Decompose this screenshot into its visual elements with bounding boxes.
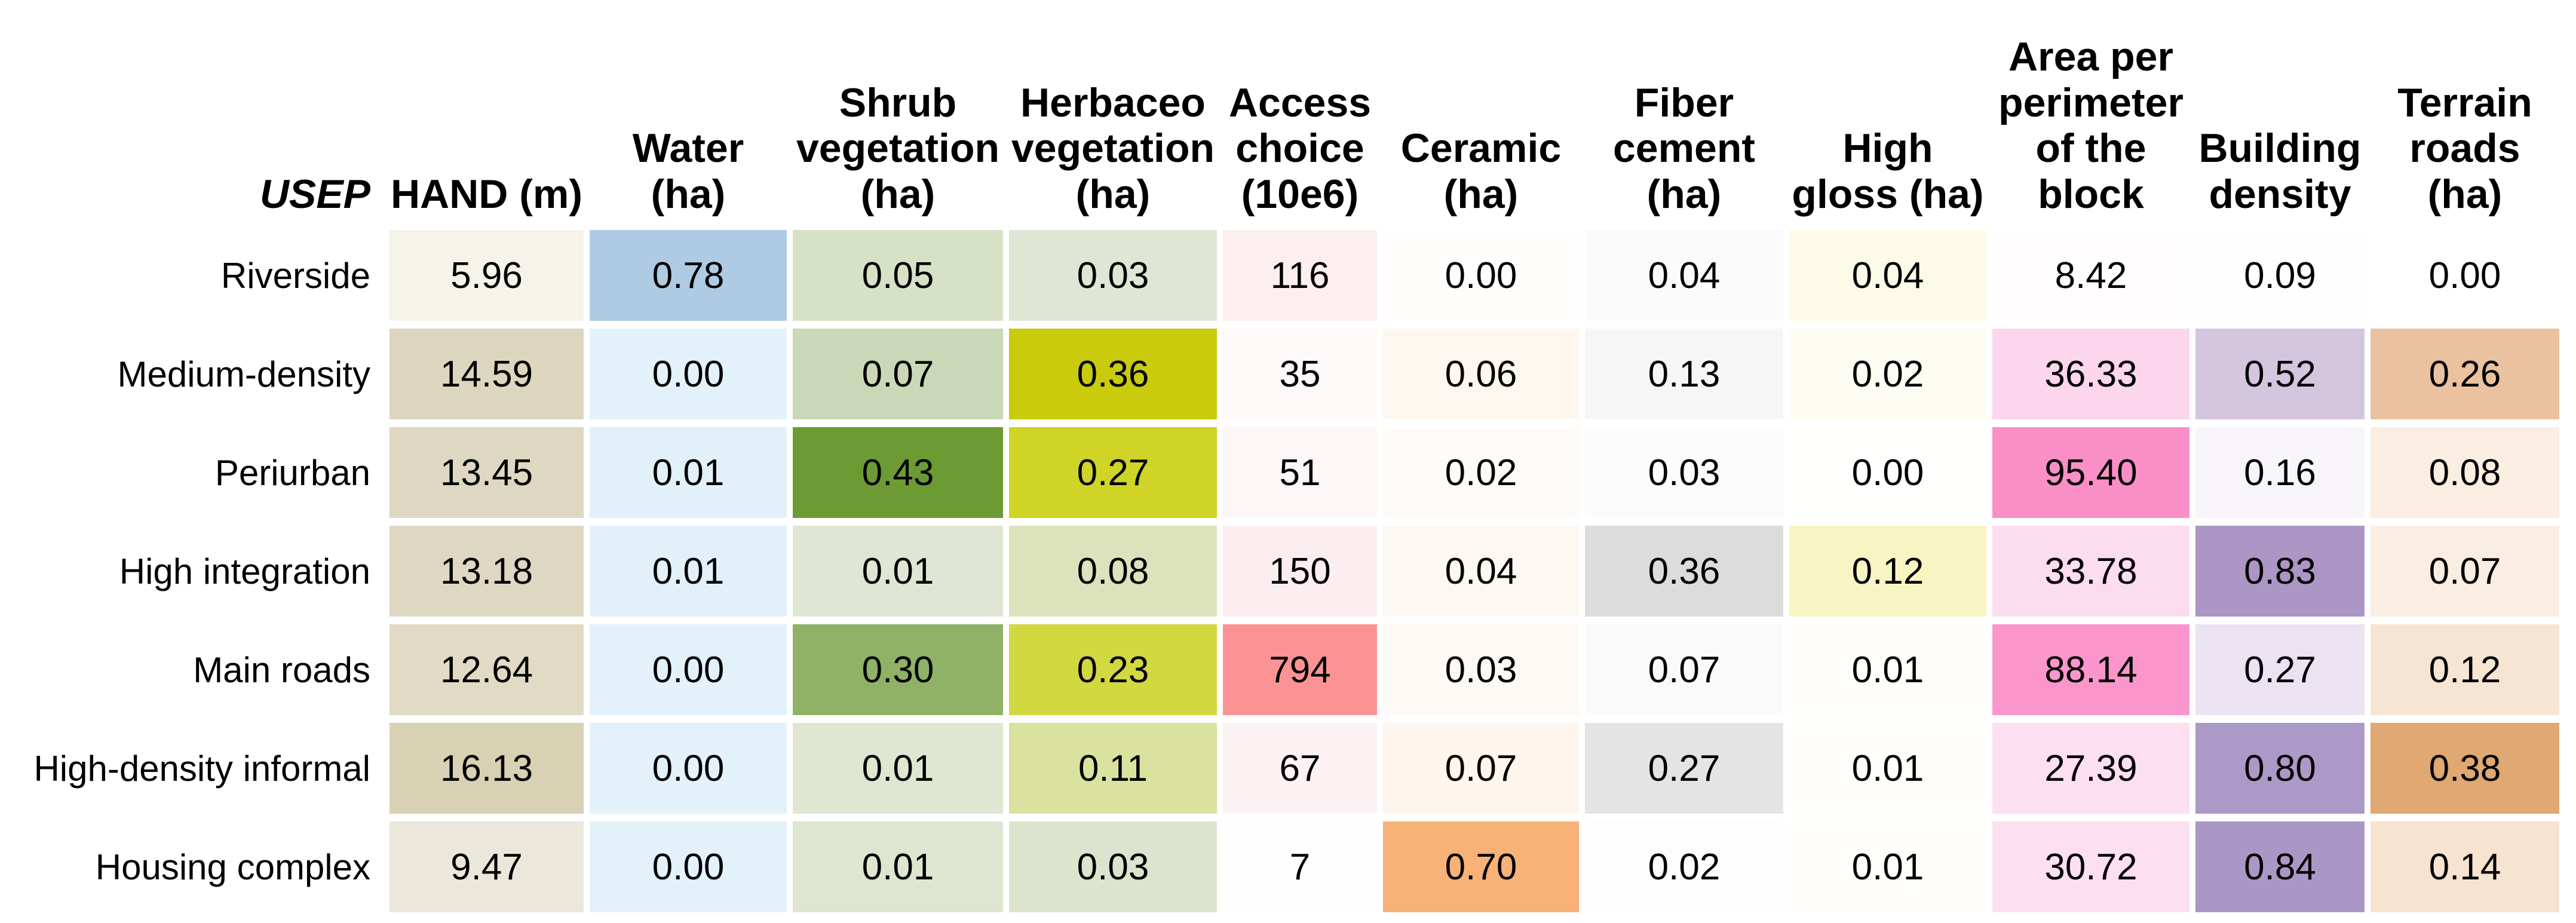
cell-medium-density-fiber-cement: 0.13 [1585,329,1783,419]
column-header-shrub-vegetation: Shrub vegetation (ha) [796,79,1000,217]
cell-riverside-terrain-roads: 0.00 [2370,230,2559,321]
column-header-ceramic: Ceramic (ha) [1400,125,1562,217]
cell-medium-density-shrub-vegetation: 0.07 [793,329,1003,419]
row-label-main-roads: Main roads [193,649,370,690]
cell-medium-density-access-choice: 35 [1223,329,1377,419]
cell-periurban-area-per-perimeter: 95.40 [1992,427,2189,518]
cell-housing-complex-herbaceo-vegetation: 0.03 [1009,821,1217,912]
cell-high-integration-hand: 13.18 [390,526,584,617]
cell-high-density-informal-water: 0.00 [590,723,787,814]
cell-periurban-access-choice: 51 [1223,427,1377,518]
cell-main-roads-water: 0.00 [590,624,787,715]
cell-main-roads-shrub-vegetation: 0.30 [793,624,1003,715]
cell-high-integration-shrub-vegetation: 0.01 [793,526,1003,617]
cell-periurban-terrain-roads: 0.08 [2370,427,2559,518]
column-header-hand: HAND (m) [390,171,583,217]
cell-housing-complex-fiber-cement: 0.02 [1585,821,1783,912]
cell-main-roads-hand: 12.64 [390,624,584,715]
cell-periurban-fiber-cement: 0.03 [1585,427,1783,518]
row-label-high-density-informal: High-density informal [33,748,370,789]
cell-high-density-informal-hand: 16.13 [390,723,584,814]
cell-housing-complex-water: 0.00 [590,821,787,912]
cell-housing-complex-ceramic: 0.70 [1383,821,1579,912]
cell-high-density-informal-area-per-perimeter: 27.39 [1992,723,2189,814]
cell-periurban-hand: 13.45 [390,427,584,518]
cell-high-density-informal-ceramic: 0.07 [1383,723,1579,814]
row-label-riverside: Riverside [220,255,370,296]
cell-periurban-high-gloss: 0.00 [1789,427,1986,518]
cell-housing-complex-high-gloss: 0.01 [1789,821,1986,912]
cell-high-density-informal-high-gloss: 0.01 [1789,723,1986,814]
cell-housing-complex-hand: 9.47 [390,821,584,912]
cell-riverside-high-gloss: 0.04 [1789,230,1986,321]
cell-main-roads-area-per-perimeter: 88.14 [1992,624,2189,715]
column-header-building-density: Building density [2198,125,2362,217]
cell-high-density-informal-fiber-cement: 0.27 [1585,723,1783,814]
cell-main-roads-herbaceo-vegetation: 0.23 [1009,624,1217,715]
cell-high-density-informal-shrub-vegetation: 0.01 [793,723,1003,814]
cell-periurban-water: 0.01 [590,427,787,518]
cell-main-roads-terrain-roads: 0.12 [2370,624,2559,715]
heatmap-table: USEP HAND (m) Water (ha) Shrub vegetation (… [5,2,2576,912]
column-header-herbaceo-vegetation: Herbaceo vegetation (ha) [1011,79,1215,217]
cell-housing-complex-access-choice: 7 [1223,821,1377,912]
cell-high-integration-water: 0.01 [590,526,787,617]
row-label-periurban: Periurban [214,452,370,493]
cell-riverside-water: 0.78 [590,230,787,321]
cell-main-roads-high-gloss: 0.01 [1789,624,1986,715]
cell-medium-density-high-gloss: 0.02 [1789,329,1986,419]
cell-main-roads-ceramic: 0.03 [1383,624,1579,715]
cell-riverside-area-per-perimeter: 8.42 [1992,230,2189,321]
row-label-medium-density: Medium-density [117,354,371,394]
cell-high-density-informal-herbaceo-vegetation: 0.11 [1009,723,1217,814]
cell-high-integration-building-density: 0.83 [2195,526,2365,617]
cell-medium-density-herbaceo-vegetation: 0.36 [1009,329,1217,419]
cell-housing-complex-area-per-perimeter: 30.72 [1992,821,2189,912]
cell-main-roads-building-density: 0.27 [2195,624,2365,715]
cell-housing-complex-shrub-vegetation: 0.01 [793,821,1003,912]
column-header-water: Water (ha) [632,125,744,217]
cell-main-roads-fiber-cement: 0.07 [1585,624,1783,715]
cell-medium-density-water: 0.00 [590,329,787,419]
cell-high-integration-ceramic: 0.04 [1383,526,1579,617]
cell-periurban-shrub-vegetation: 0.43 [793,427,1003,518]
column-header-terrain-roads: Terrain roads (ha) [2397,79,2532,217]
cell-periurban-building-density: 0.16 [2195,427,2365,518]
column-header-access-choice: Access choice (10e6) [1228,79,1372,217]
cell-high-density-informal-access-choice: 67 [1223,723,1377,814]
cell-riverside-herbaceo-vegetation: 0.03 [1009,230,1217,321]
cell-medium-density-building-density: 0.52 [2195,329,2365,419]
corner-label-usep: USEP [259,171,370,217]
cell-high-integration-fiber-cement: 0.36 [1585,526,1783,617]
cell-medium-density-hand: 14.59 [390,329,584,419]
cell-riverside-fiber-cement: 0.04 [1585,230,1783,321]
cell-high-integration-terrain-roads: 0.07 [2370,526,2559,617]
cell-medium-density-area-per-perimeter: 36.33 [1992,329,2189,419]
cell-medium-density-terrain-roads: 0.26 [2370,329,2559,419]
cell-high-integration-herbaceo-vegetation: 0.08 [1009,526,1217,617]
cell-riverside-ceramic: 0.00 [1383,230,1579,321]
row-label-housing-complex: Housing complex [95,847,370,887]
cell-high-density-informal-terrain-roads: 0.38 [2370,723,2559,814]
cell-periurban-ceramic: 0.02 [1383,427,1579,518]
cell-riverside-hand: 5.96 [390,230,584,321]
cell-housing-complex-building-density: 0.84 [2195,821,2365,912]
cell-high-integration-high-gloss: 0.12 [1789,526,1986,617]
column-header-area-per-perimeter: Area per perimeter of the block [1998,33,2184,217]
cell-medium-density-ceramic: 0.06 [1383,329,1579,419]
cell-riverside-shrub-vegetation: 0.05 [793,230,1003,321]
cell-main-roads-access-choice: 794 [1223,624,1377,715]
cell-high-integration-access-choice: 150 [1223,526,1377,617]
column-header-fiber-cement: Fiber cement (ha) [1612,79,1756,217]
cell-riverside-access-choice: 116 [1223,230,1377,321]
cell-high-integration-area-per-perimeter: 33.78 [1992,526,2189,617]
cell-housing-complex-terrain-roads: 0.14 [2370,821,2559,912]
cell-periurban-herbaceo-vegetation: 0.27 [1009,427,1217,518]
cell-high-density-informal-building-density: 0.80 [2195,723,2365,814]
row-label-high-integration: High integration [119,551,370,591]
cell-riverside-building-density: 0.09 [2195,230,2365,321]
column-header-high-gloss: High gloss (ha) [1792,125,1984,217]
